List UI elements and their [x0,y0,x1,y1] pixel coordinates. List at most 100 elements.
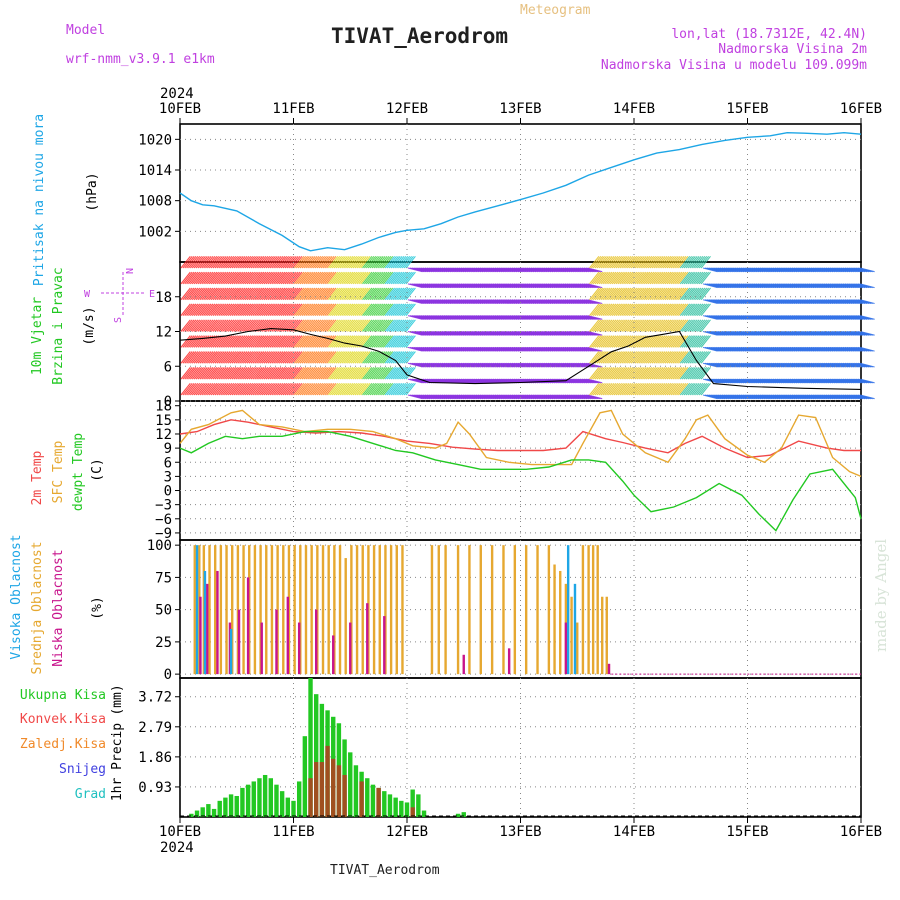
cloud-unit: (%) [90,596,105,619]
pressure-axis-labels: Pritisak na nivou mora (hPa) [32,114,100,286]
wind-barb [640,351,651,364]
wind-barb [197,382,208,396]
wind-barb [651,255,662,269]
wind-barb [246,287,257,301]
wind-barb [360,319,371,332]
wind-barb [239,319,250,332]
wind-barb [206,271,218,285]
wind-barb [696,351,708,364]
wind-barb [346,319,358,332]
wind-barb [377,351,388,364]
wind-barb [354,255,365,269]
y-tick-label: −9 [155,526,172,542]
wind-barb [356,367,367,380]
wind-barb [382,287,394,301]
wind-barb [282,287,293,301]
wind-barb [657,335,668,348]
wind-barb [303,271,314,285]
wind-barb [390,303,401,316]
wind-barb [216,382,227,396]
wind-barb [280,255,291,269]
wind-barb [659,303,670,316]
wind-barb [184,303,195,316]
wind-barb [193,335,204,348]
wind-barb [613,287,624,301]
wind-barb [623,351,634,364]
wind-barb [642,367,653,380]
wind-barb [254,303,265,316]
wind-barb [589,287,600,301]
wind-barb [628,287,640,301]
wind-barb [375,319,386,332]
wind-barb [214,287,225,301]
wind-barb [662,335,674,348]
wind-barb [606,255,617,269]
wind-barb [322,319,333,332]
wind-barb [396,255,407,269]
wind-barb [587,330,603,336]
wind-barb [275,335,286,348]
wind-barb [377,319,388,332]
wind-barb [244,303,256,316]
wind-barb [297,287,309,301]
wind-barb [604,351,615,364]
wind-barb [657,255,668,269]
wind-barb [360,255,371,269]
wind-barb [242,367,254,380]
wind-barb [193,287,204,301]
y-tick-label: 18 [155,399,172,415]
wind-barb [636,255,647,269]
wind-barb [348,319,360,332]
wind-barb [625,367,636,380]
wind-barb [256,335,267,348]
wind-barb [381,303,392,316]
wind-barb [208,255,220,269]
wind-barb [636,382,647,396]
product-title: Meteogram [520,3,591,18]
wind-barb [335,382,346,396]
wind-barb [290,382,301,396]
wind-barb [250,382,261,396]
cloud-low-bar [607,663,611,675]
cloud-low-bar [564,622,568,675]
wind-barb [284,271,295,285]
wind-barb [339,287,350,301]
wind-barb [594,367,605,380]
wind-barb [630,351,641,364]
wind-barb [662,255,674,269]
wind-barb [591,255,602,269]
wind-barb [324,287,335,301]
wind-barb [208,351,220,364]
wind-barb [362,367,373,380]
wind-barb [651,271,662,285]
compass-rose-icon: W E N S [84,268,155,323]
wind-barb [592,367,604,380]
wind-barb [335,255,346,269]
wind-barb [258,335,269,348]
wind-barb [290,367,301,380]
wind-barb [322,255,333,269]
wind-barb [341,367,352,380]
wind-barb [655,319,666,332]
wind-barb [617,255,628,269]
wind-barb [698,319,710,332]
wind-barb [329,255,341,269]
wind-barb [343,351,354,364]
wind-barb [339,319,350,332]
wind-barb [265,351,276,364]
wind-barb [182,367,193,380]
wind-barb [386,335,397,348]
wind-barb [379,255,390,269]
wind-barb [617,303,628,316]
wind-barb [623,367,634,380]
wind-barb [617,335,628,348]
wind-barb [390,319,401,332]
wind-barb [246,367,257,380]
wind-barb [241,271,252,285]
wind-barb [381,351,392,364]
wind-barb [642,303,653,316]
wind-barb [367,382,378,396]
wind-barb [312,319,324,332]
wind-barb [227,351,239,364]
wind-barb [311,287,322,301]
